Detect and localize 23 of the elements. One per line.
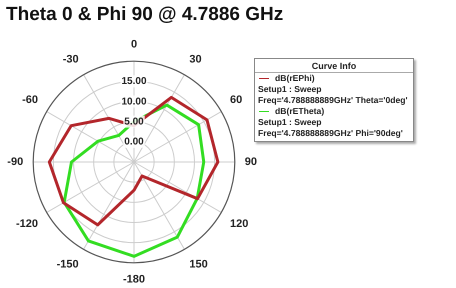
chart-title: Theta 0 & Phi 90 @ 4.7886 GHz [6, 4, 284, 26]
legend-title: Curve Info [255, 59, 413, 73]
spoke-label: -150 [56, 258, 79, 271]
spoke-label: -90 [7, 156, 24, 168]
text: Freq='4.788888889GHz' Theta='0deg' [257, 95, 409, 106]
spoke-label: 90 [244, 156, 258, 168]
spoke-label: 0 [130, 38, 138, 51]
legend-label: dB(rEPhi) [274, 73, 316, 84]
spoke-label: 30 [189, 53, 202, 66]
spoke-label: 150 [189, 258, 208, 271]
spoke-label: 120 [230, 218, 248, 230]
spoke-label: -180 [122, 273, 146, 286]
text: Setup1 : Sweep [257, 117, 323, 128]
legend-label: dB(rETheta) [274, 106, 326, 117]
spoke-label: -60 [22, 94, 38, 106]
text: Setup1 : Sweep [257, 84, 323, 95]
spoke-label: 60 [230, 94, 242, 106]
spoke-label: -30 [62, 53, 79, 66]
text: Freq='4.788888889GHz' Phi='90deg' [257, 128, 404, 139]
y-tick-label: 10.00 [121, 96, 147, 108]
y-tick-label: 15.00 [121, 76, 147, 88]
spoke-label: -120 [16, 218, 38, 230]
y-tick-label: 0.00 [124, 136, 144, 148]
